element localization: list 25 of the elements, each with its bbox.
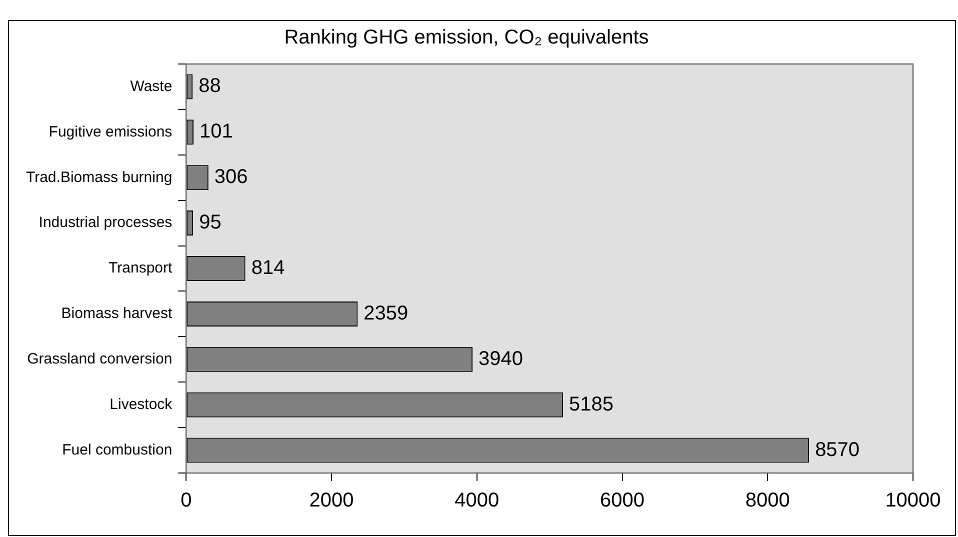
- x-tick-label: 6000: [600, 490, 645, 512]
- x-tick-label: 8000: [745, 490, 790, 512]
- y-tick-label: Livestock: [110, 396, 173, 413]
- data-label: 814: [251, 257, 285, 280]
- x-tick-label: 0: [180, 490, 192, 512]
- data-label: 3940: [478, 348, 524, 370]
- y-tick-label: Biomass harvest: [61, 305, 174, 322]
- data-label: 88: [198, 75, 221, 98]
- y-tick-label: Fugitive emissions: [48, 123, 172, 140]
- data-label: 95: [199, 212, 222, 234]
- data-label: 2359: [364, 302, 408, 324]
- data-label: 306: [214, 166, 248, 188]
- y-tick-label: Industrial processes: [38, 214, 172, 232]
- chart-title: Ranking GHG emission, CO₂ equivalents: [284, 26, 649, 49]
- y-tick-label: Grassland conversion: [27, 350, 172, 368]
- x-tick-label: 2000: [309, 490, 354, 512]
- y-tick-label: Trad.Biomass burning: [26, 168, 172, 186]
- x-tick-label: 4000: [454, 490, 500, 512]
- data-label: 5185: [569, 393, 614, 416]
- data-label: 101: [200, 120, 233, 143]
- y-tick-label: Transport: [108, 260, 173, 277]
- y-tick-label: Fuel combustion: [62, 441, 172, 458]
- y-tick-label: Waste: [130, 78, 172, 95]
- x-tick-label: 10000: [885, 490, 941, 512]
- data-label: 8570: [815, 438, 860, 461]
